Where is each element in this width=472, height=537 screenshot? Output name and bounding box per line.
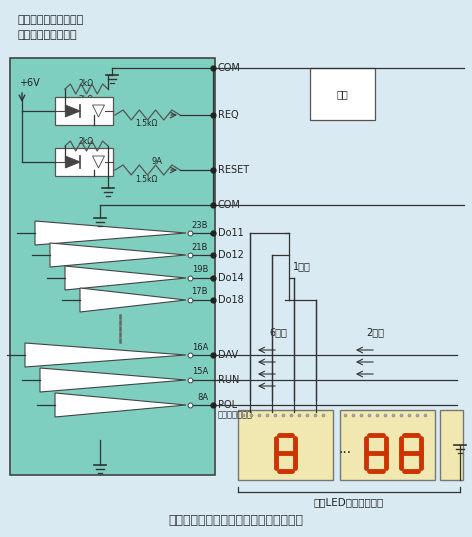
Text: （極性＋、－）: （極性＋、－） bbox=[218, 410, 253, 419]
Text: Do12: Do12 bbox=[218, 250, 244, 260]
Text: RUN: RUN bbox=[218, 375, 239, 385]
Text: 2kΩ: 2kΩ bbox=[79, 137, 94, 147]
Text: 16A: 16A bbox=[192, 343, 208, 352]
Text: 短絡: 短絡 bbox=[337, 89, 348, 99]
Text: Do11: Do11 bbox=[218, 228, 244, 238]
Bar bbox=[55, 97, 113, 125]
Text: POL: POL bbox=[218, 400, 237, 410]
Polygon shape bbox=[40, 368, 186, 392]
Text: 19B: 19B bbox=[192, 265, 208, 274]
Bar bbox=[310, 68, 375, 120]
Text: 1.5kΩ: 1.5kΩ bbox=[135, 120, 158, 128]
Polygon shape bbox=[25, 343, 186, 367]
Text: Do18: Do18 bbox=[218, 295, 244, 305]
Bar bbox=[238, 410, 333, 480]
Text: RESET: RESET bbox=[218, 165, 249, 175]
Text: 6桁目: 6桁目 bbox=[269, 327, 287, 337]
Polygon shape bbox=[93, 105, 104, 117]
Polygon shape bbox=[65, 266, 186, 290]
Text: COM: COM bbox=[218, 200, 241, 210]
Text: COM: COM bbox=[218, 63, 241, 73]
Polygon shape bbox=[55, 393, 186, 417]
Bar bbox=[340, 410, 435, 480]
Text: ···: ··· bbox=[338, 446, 351, 460]
Text: +6V: +6V bbox=[19, 78, 40, 88]
Text: 2kΩ: 2kΩ bbox=[79, 78, 94, 88]
Text: 8A: 8A bbox=[197, 393, 208, 402]
Text: （形式：４７ＤＶ）: （形式：４７ＤＶ） bbox=[18, 30, 77, 40]
Text: 1.5kΩ: 1.5kΩ bbox=[135, 175, 158, 184]
Text: 23B: 23B bbox=[192, 221, 208, 229]
Text: 9A: 9A bbox=[151, 157, 162, 166]
Text: 図５　大形ＬＥＤ表示ユニットとの接続: 図５ 大形ＬＥＤ表示ユニットとの接続 bbox=[169, 513, 303, 526]
Bar bbox=[10, 58, 215, 475]
Text: 大形LED表示ユニット: 大形LED表示ユニット bbox=[314, 497, 384, 507]
Bar bbox=[440, 410, 463, 480]
Text: 17B: 17B bbox=[192, 287, 208, 296]
Polygon shape bbox=[93, 156, 104, 168]
Text: Do14: Do14 bbox=[218, 273, 244, 283]
Text: 15A: 15A bbox=[192, 367, 208, 376]
Polygon shape bbox=[80, 288, 186, 312]
Text: 2桁目: 2桁目 bbox=[366, 327, 384, 337]
Text: DAV: DAV bbox=[218, 350, 238, 360]
Text: 2kΩ: 2kΩ bbox=[79, 95, 94, 104]
Text: 21B: 21B bbox=[192, 243, 208, 251]
Polygon shape bbox=[50, 243, 186, 267]
Bar bbox=[55, 148, 113, 176]
Text: REQ: REQ bbox=[218, 110, 239, 120]
Text: デジタルパネルメータ: デジタルパネルメータ bbox=[18, 15, 84, 25]
Polygon shape bbox=[65, 156, 80, 168]
Polygon shape bbox=[35, 221, 186, 245]
Text: 1桁目: 1桁目 bbox=[293, 262, 311, 272]
Polygon shape bbox=[65, 105, 80, 117]
